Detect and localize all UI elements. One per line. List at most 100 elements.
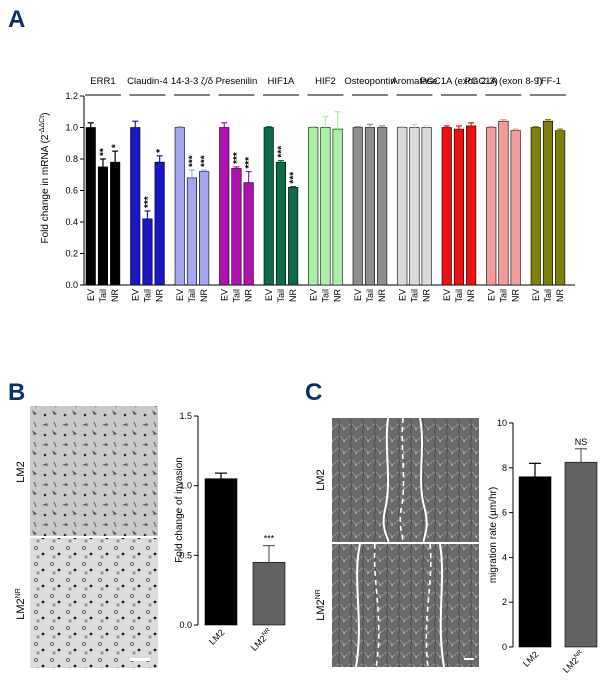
chart-a-ylabel-text: Fold change in mRNA (2 <box>40 134 51 243</box>
chart-a-group-label-6: Osteopontin <box>344 76 395 87</box>
micrograph-b-lm2 <box>30 406 158 536</box>
chart-b-cat-0: LM2 <box>207 627 226 646</box>
chart-a-group-label-2: 14-3-3 ζ/δ <box>171 76 213 87</box>
wound-front-bottom-right <box>425 543 432 668</box>
chart-a-bar-9-0 <box>486 127 497 286</box>
chart-c-ytick-label-5: 10 <box>497 418 507 428</box>
chart-a-cat-2-2: NR <box>199 289 209 302</box>
chart-c-bar-0 <box>518 476 552 648</box>
chart-c-ytick-label-0: 0 <box>502 642 507 652</box>
chart-a-cat-7-2: NR <box>422 289 432 302</box>
panel-label-b: B <box>8 379 25 406</box>
chart-a-cat-8-2: NR <box>466 289 476 302</box>
chart-a-bar-3-0 <box>219 127 230 286</box>
chart-b-ytick-label-1: 0.5 <box>179 550 192 560</box>
wound-front-bottom-left <box>373 543 380 668</box>
chart-a-cat-4-2: NR <box>288 289 298 302</box>
chart-a-sig-0-2: * <box>111 144 122 148</box>
chart-a-ylabel: Fold change in mRNA (2-ΔΔCt) <box>39 113 51 244</box>
chart-a-cat-2-1: Tail <box>187 289 197 303</box>
chart-a-group-label-10: TFF-1 <box>535 76 561 87</box>
chart-a-ytick-label-6: 1.2 <box>65 91 78 101</box>
chart-a-cat-3-1: Tail <box>231 289 241 303</box>
scale-bar-c <box>464 658 474 660</box>
chart-c-ytick-label-1: 2 <box>502 597 507 607</box>
micrograph-c-lm2 <box>332 418 479 542</box>
chart-a-cat-5-0: EV <box>308 289 318 301</box>
chart-a-bar-3-1 <box>231 168 242 286</box>
micrograph-b: LM2 LM2NR <box>15 406 158 668</box>
chart-c: migration rate (µm/hr) 0 2 4 6 8 10 LM2 NS LM2N… <box>488 418 598 675</box>
chart-a-cat-0-0: EV <box>86 289 96 301</box>
chart-a-bar-3-2 <box>243 182 254 286</box>
chart-c-ylabel: migration rate (µm/hr) <box>488 487 499 583</box>
chart-a-bar-0-1 <box>97 166 108 286</box>
chart-a-cat-0-2: NR <box>110 289 120 302</box>
chart-a-sig-3-1: *** <box>232 152 243 164</box>
chart-a-bar-9-1 <box>498 120 509 286</box>
chart-c-cat-text-0: LM2 <box>521 649 540 668</box>
chart-a-bar-2-0 <box>174 127 185 286</box>
chart-a-ytick-label-3: 0.6 <box>65 186 78 196</box>
chart-a-sig-4-2: *** <box>289 172 300 184</box>
micrograph-c-bottom-text: LM2 <box>315 599 327 620</box>
wound-edge-left-top <box>382 417 390 543</box>
micrograph-c-lm2nr <box>332 544 479 667</box>
micrograph-b-lm2nr <box>30 538 158 668</box>
chart-a-bar-0-0 <box>85 127 96 286</box>
chart-a-bar-4-2 <box>288 187 299 286</box>
wound-front-top <box>399 417 405 543</box>
chart-a-bar-1-1 <box>142 218 153 286</box>
micrograph-c-top-label: LM2 <box>315 469 327 490</box>
chart-a-cat-6-1: Tail <box>365 289 375 303</box>
chart-b-bar-1 <box>252 561 286 626</box>
chart-a-sig-3-2: *** <box>244 157 255 169</box>
chart-a-bar-7-2 <box>421 127 432 286</box>
chart-a-cat-1-2: NR <box>155 289 165 302</box>
chart-a-cat-1-1: Tail <box>142 289 152 303</box>
chart-a-group-label-5: HIF2 <box>315 76 336 87</box>
micrograph-c: LM2 LM2NR <box>315 417 479 668</box>
chart-a-cat-8-1: Tail <box>454 289 464 303</box>
chart-a-cat-6-2: NR <box>377 289 387 302</box>
chart-a-cat-9-2: NR <box>511 289 521 302</box>
chart-a-ylabel-sup: -ΔΔCt <box>39 116 46 135</box>
chart-b-ytick-label-0: 0.0 <box>179 620 192 630</box>
chart-a-bar-2-1 <box>186 177 197 286</box>
chart-a-bar-7-1 <box>409 127 420 286</box>
chart-a-bar-10-2 <box>555 130 566 286</box>
chart-b: Fold change of invasion 0.0 0.5 1.0 1.5 LM2… <box>174 411 286 653</box>
chart-a-cat-10-2: NR <box>555 289 565 302</box>
micrograph-b-bottom-sup: NR <box>15 588 22 598</box>
chart-a-cat-0-1: Tail <box>98 289 108 303</box>
micrograph-b-bottom-text: LM2 <box>15 598 27 619</box>
wound-edge-right-bottom <box>439 543 445 668</box>
chart-a-cat-7-0: EV <box>397 289 407 301</box>
wound-edge-right-top <box>419 417 428 543</box>
panel-label-a: A <box>8 6 25 33</box>
chart-a-group-label-4: HIF1A <box>267 76 295 87</box>
chart-a-cat-4-1: Tail <box>276 289 286 303</box>
chart-a-sig-1-2: * <box>155 149 166 153</box>
chart-a-bar-6-2 <box>377 127 388 286</box>
chart-a-cat-4-0: EV <box>264 289 274 301</box>
micrograph-b-top-label: LM2 <box>15 461 27 482</box>
chart-a-cat-3-2: NR <box>244 289 254 302</box>
chart-c-bar-1 <box>564 461 598 648</box>
chart-a-cat-10-0: EV <box>531 289 541 301</box>
chart-a-bar-4-0 <box>263 127 274 286</box>
chart-a-group-label-3: Presenilin <box>216 76 258 87</box>
chart-c-cat-0: LM2 <box>521 649 540 668</box>
chart-a-group-label-1: Claudin-4 <box>127 76 168 87</box>
chart-a-cat-7-1: Tail <box>409 289 419 303</box>
chart-a-cat-8-0: EV <box>442 289 452 301</box>
chart-c-ytick-label-2: 4 <box>502 552 507 562</box>
wound-edge-left-bottom <box>355 543 361 668</box>
chart-a-bar-10-0 <box>530 127 541 286</box>
chart-a-bar-2-2 <box>199 171 210 286</box>
panel-label-c: C <box>305 379 322 406</box>
chart-a-sig-2-2: *** <box>200 155 211 167</box>
chart-a-bar-1-0 <box>130 127 141 286</box>
chart-a-bar-5-2 <box>332 128 343 286</box>
